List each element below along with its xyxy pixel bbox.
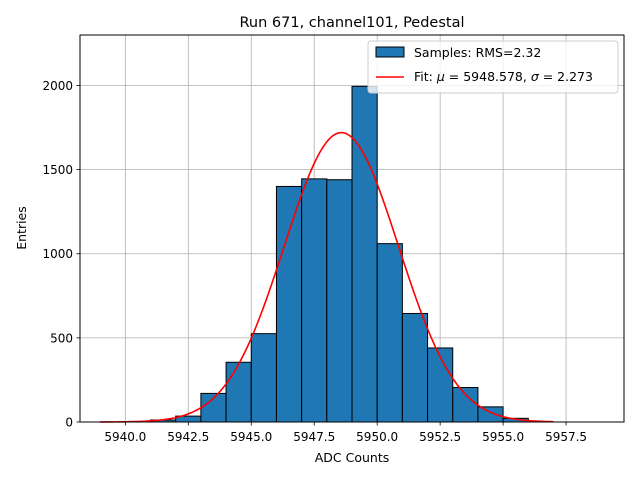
x-tick-label: 5940.0 (104, 430, 146, 444)
legend-box (367, 40, 619, 94)
y-tick-label: 500 (50, 331, 73, 345)
histogram-bar (326, 179, 353, 423)
x-tick-label: 5955.0 (482, 430, 524, 444)
legend-histogram-swatch (375, 46, 405, 58)
chart-title: Run 671, channel101, Pedestal (239, 15, 464, 31)
legend-histogram-label: Samples: RMS=2.32 (414, 45, 541, 60)
histogram-bar (225, 361, 252, 423)
histogram-bar (351, 85, 378, 423)
y-tick-label: 1000 (42, 247, 73, 261)
x-tick-label: 5957.5 (545, 430, 587, 444)
histogram-bar (301, 178, 328, 423)
legend: Samples: RMS=2.32 Fit: μ = 5948.578, σ =… (367, 40, 619, 94)
histogram-bar (477, 406, 504, 423)
x-axis: 5940.0 5942.5 5945.0 5947.5 5950.0 5952.5 5955… (104, 422, 587, 444)
x-tick-label: 5952.5 (419, 430, 461, 444)
y-axis: 0 500 1000 1500 2000 (42, 79, 80, 430)
histogram-bar (376, 243, 403, 423)
y-tick-label: 2000 (42, 79, 73, 93)
histogram-bar (250, 333, 277, 423)
y-tick-label: 0 (65, 416, 73, 430)
histogram-bars (150, 85, 529, 423)
histogram-bar (452, 387, 479, 423)
histogram-bar (275, 185, 303, 423)
x-tick-label: 5945.0 (230, 430, 272, 444)
histogram-bar (427, 347, 454, 423)
x-axis-label: ADC Counts (315, 450, 390, 465)
legend-fit-label: Fit: μ = 5948.578, σ = 2.273 (414, 69, 593, 84)
x-tick-label: 5947.5 (293, 430, 335, 444)
fit-curve (100, 131, 554, 423)
x-tick-label: 5942.5 (167, 430, 209, 444)
x-tick-label: 5950.0 (356, 430, 398, 444)
histogram-bar (401, 312, 429, 423)
plot-frame (79, 34, 625, 423)
y-axis-label: Entries (14, 206, 29, 250)
y-tick-label: 1500 (42, 163, 73, 177)
fit-gaussian-line (100, 131, 554, 423)
